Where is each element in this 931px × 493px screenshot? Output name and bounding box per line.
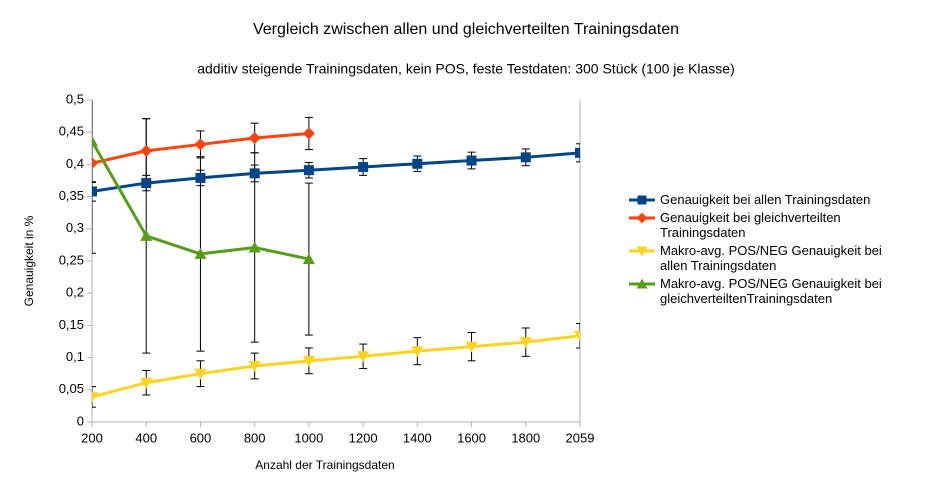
point-marker xyxy=(248,360,261,372)
x-tick-label: 1600 xyxy=(457,430,486,445)
point-marker xyxy=(303,165,314,176)
y-tick-label: 0,1 xyxy=(66,349,84,364)
point-marker xyxy=(141,178,152,189)
error-bar xyxy=(92,386,96,408)
legend-item: Genauigkeit bei gleichverteilten Trainin… xyxy=(628,210,888,240)
x-tick-label: 1800 xyxy=(511,430,540,445)
legend-label: Makro-avg. POS/NEG Genauigkeit bei allen… xyxy=(660,243,882,273)
error-bar xyxy=(576,322,580,349)
error-bar xyxy=(92,181,96,202)
point-marker xyxy=(92,135,98,147)
x-tick-label: 1200 xyxy=(349,430,378,445)
legend-label: Genauigkeit bei allen Trainingsdaten xyxy=(660,192,871,207)
legend-label: Genauigkeit bei gleichverteilten Trainin… xyxy=(660,210,841,240)
y-axis-label: Genauigkeit in % xyxy=(22,215,36,306)
y-tick-label: 0,35 xyxy=(59,188,84,203)
point-marker xyxy=(92,391,98,403)
chart-subtitle: additiv steigende Trainingsdaten, kein P… xyxy=(197,61,735,77)
error-bar xyxy=(92,100,96,254)
legend-swatch xyxy=(629,246,655,257)
x-tick-label: 200 xyxy=(81,430,103,445)
point-marker xyxy=(92,157,98,170)
series-line xyxy=(92,334,580,399)
point-marker xyxy=(302,253,315,265)
y-tick-label: 0,05 xyxy=(59,381,84,396)
point-marker xyxy=(140,377,153,389)
x-tick-label: 800 xyxy=(244,430,266,445)
legend-marker xyxy=(636,278,648,289)
y-tick-label: 0 xyxy=(77,413,84,428)
point-marker xyxy=(140,229,153,241)
point-marker xyxy=(412,158,423,169)
x-axis-label: Anzahl der Trainingsdaten xyxy=(255,458,394,472)
series-line xyxy=(92,151,580,193)
y-tick-label: 0,45 xyxy=(59,124,84,139)
x-tick-label: 1400 xyxy=(403,430,432,445)
plot-area xyxy=(92,100,580,408)
legend-item: Makro-avg. POS/NEG Genauigkeit bei allen… xyxy=(628,243,888,273)
point-marker xyxy=(92,186,97,197)
point-marker xyxy=(302,355,315,367)
point-marker xyxy=(358,161,369,172)
point-marker xyxy=(575,147,580,158)
point-marker xyxy=(248,241,261,253)
y-tick-label: 0,4 xyxy=(66,156,84,171)
legend-swatch xyxy=(629,212,655,224)
legend-label: Makro-avg. POS/NEG Genauigkeit bei gleic… xyxy=(660,276,882,306)
point-marker xyxy=(520,152,531,163)
y-tick-label: 0,3 xyxy=(66,220,84,235)
y-tick-label: 0,2 xyxy=(66,285,84,300)
error-bar xyxy=(576,143,580,163)
x-tick-label: 400 xyxy=(135,430,157,445)
legend-marker xyxy=(636,212,648,224)
point-marker xyxy=(411,346,424,358)
point-marker xyxy=(140,144,153,157)
x-tick-label: 600 xyxy=(190,430,212,445)
legend-marker xyxy=(637,195,647,205)
point-marker xyxy=(194,138,207,151)
legend-swatch xyxy=(629,278,655,289)
point-marker xyxy=(249,168,260,179)
point-marker xyxy=(302,127,315,140)
legend-item: Makro-avg. POS/NEG Genauigkeit bei gleic… xyxy=(628,276,888,306)
point-marker xyxy=(465,341,478,353)
y-tick-label: 0,15 xyxy=(59,317,84,332)
y-tick-label: 0,25 xyxy=(59,252,84,267)
y-tick-label: 0,5 xyxy=(66,91,84,106)
x-tick-label: 2059 xyxy=(566,430,595,445)
point-marker xyxy=(466,155,477,166)
point-marker xyxy=(248,131,261,144)
point-marker xyxy=(519,337,532,349)
point-marker xyxy=(194,247,207,259)
point-marker xyxy=(194,368,207,380)
legend-item: Genauigkeit bei allen Trainingsdaten xyxy=(628,192,888,207)
legend: Genauigkeit bei allen Trainingsdaten Gena… xyxy=(628,192,888,309)
chart-title: Vergleich zwischen allen und gleichverte… xyxy=(253,21,679,38)
legend-marker xyxy=(636,246,648,257)
point-marker xyxy=(357,351,370,363)
legend-swatch xyxy=(629,195,655,205)
point-marker xyxy=(574,330,580,342)
x-tick-label: 1000 xyxy=(294,430,323,445)
point-marker xyxy=(195,172,206,183)
